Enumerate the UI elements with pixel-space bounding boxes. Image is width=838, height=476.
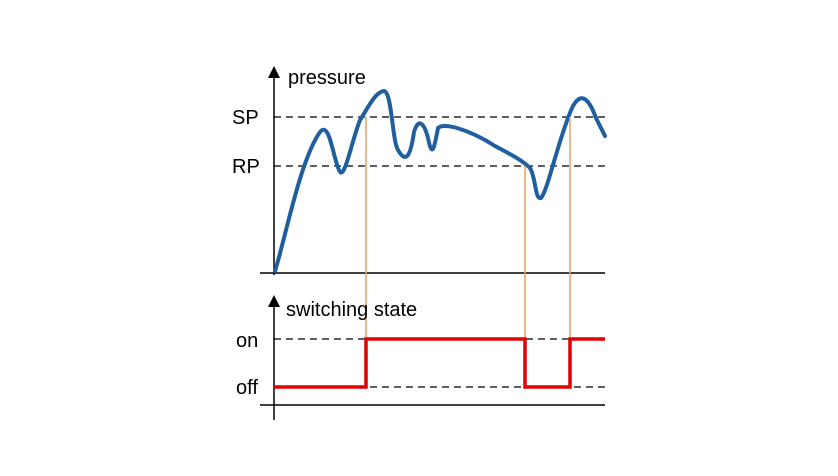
transition-lines [365, 117, 571, 387]
pressure-plot: pressure SP RP [232, 66, 607, 275]
on-label: on [236, 330, 258, 352]
off-label: off [236, 377, 258, 399]
sp-label: SP [232, 107, 259, 129]
rp-label: RP [232, 156, 260, 178]
switching-plot: switching state on off [236, 295, 605, 420]
switching-signal [274, 337, 605, 389]
pressure-curve [273, 89, 607, 273]
pressure-axis-label: pressure [288, 67, 366, 89]
switching-axis-label: switching state [286, 299, 417, 321]
